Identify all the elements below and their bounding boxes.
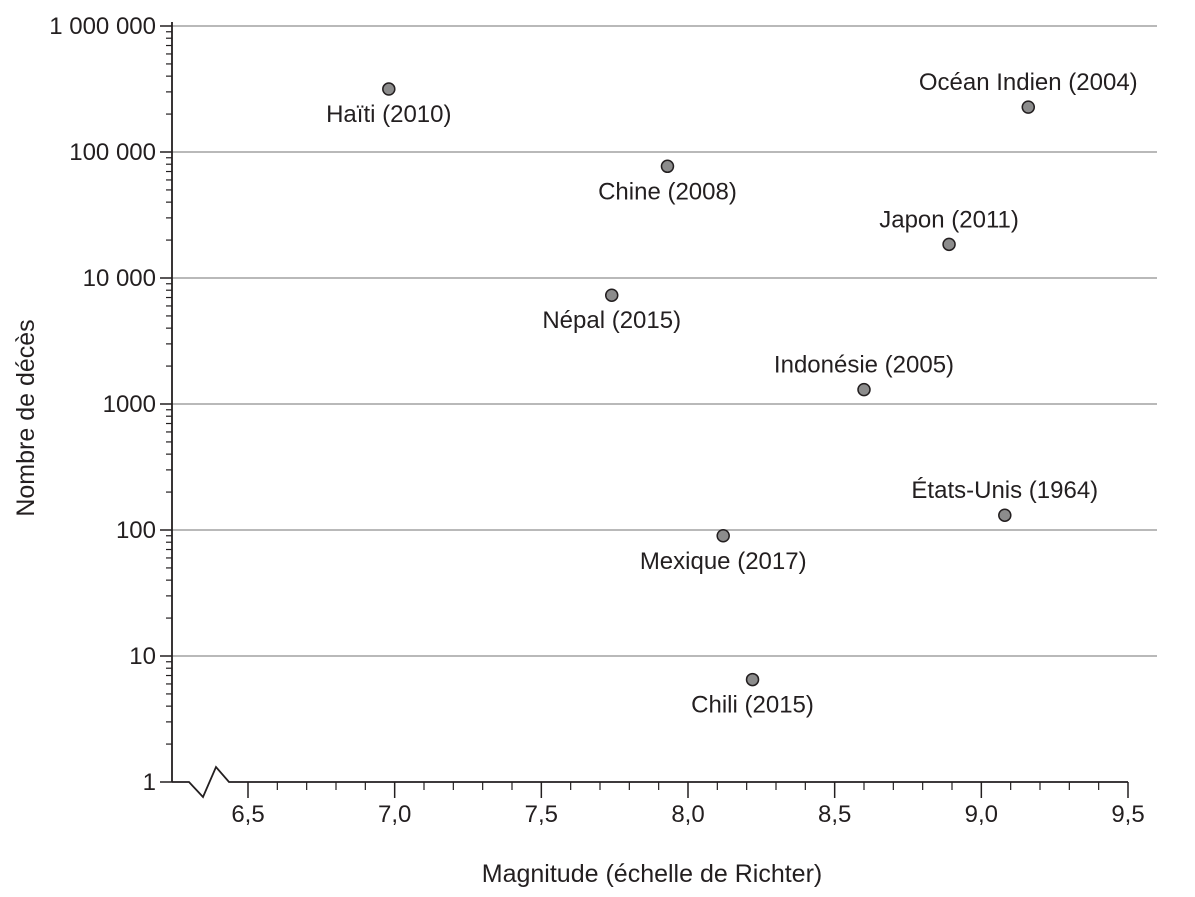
y-tick-label: 1 000 000 — [49, 13, 156, 40]
data-points: Haïti (2010) Océan Indien (2004) Chine (20… — [326, 69, 1138, 718]
data-point-label: Chine (2008) — [598, 178, 737, 205]
data-point-label: Haïti (2010) — [326, 101, 451, 128]
data-point-label: Japon (2011) — [879, 206, 1019, 233]
x-axis-line-with-break — [172, 765, 1128, 799]
x-tick-label: 9,5 — [1111, 801, 1144, 828]
axes — [171, 22, 1128, 799]
y-tick-label: 1 — [143, 769, 156, 796]
x-tick-label: 7,5 — [525, 801, 558, 828]
data-point-label: Chili (2015) — [691, 692, 814, 719]
y-tick-label: 100 — [116, 517, 156, 544]
x-tick-label: 6,5 — [231, 801, 264, 828]
y-tick-label: 100 000 — [69, 139, 156, 166]
data-point — [745, 672, 760, 687]
data-point — [716, 529, 730, 543]
y-tick-label: 10 000 — [83, 265, 156, 292]
gridlines — [172, 25, 1157, 657]
x-tick-label: 8,0 — [671, 801, 704, 828]
tick-labels: 1 10 100 1000 10 000 100 000 1 000 000 6,5 7,0 7,… — [49, 13, 1144, 828]
ticks — [160, 25, 1129, 798]
y-tick-label: 1000 — [103, 391, 156, 418]
x-tick-label: 8,5 — [818, 801, 851, 828]
x-tick-label: 7,0 — [378, 801, 411, 828]
data-point — [660, 159, 675, 174]
data-point — [1021, 100, 1036, 114]
x-axis-label: Magnitude (échelle de Richter) — [482, 860, 822, 888]
x-tick-label: 9,0 — [965, 801, 998, 828]
data-point-label: Mexique (2017) — [640, 548, 807, 575]
data-point-label: Océan Indien (2004) — [919, 69, 1138, 96]
y-tick-label: 10 — [129, 643, 156, 670]
data-point — [604, 288, 619, 302]
data-point-label: États-Unis (1964) — [911, 477, 1098, 504]
data-point — [942, 237, 956, 252]
data-point — [382, 82, 396, 96]
data-point — [998, 508, 1012, 522]
data-point — [857, 382, 871, 397]
data-point-label: Indonésie (2005) — [774, 352, 954, 379]
data-point-label: Népal (2015) — [542, 307, 681, 334]
y-axis-label: Nombre de décès — [12, 319, 40, 516]
